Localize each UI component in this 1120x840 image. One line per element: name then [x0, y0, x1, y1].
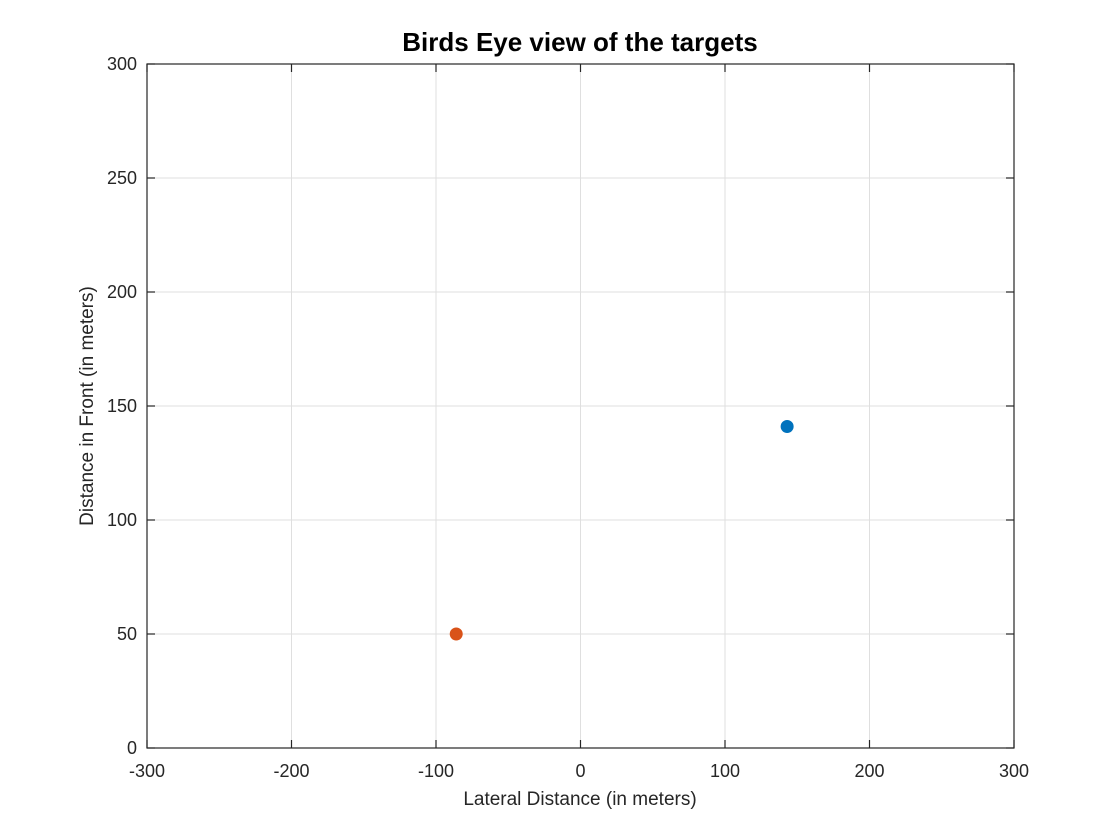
y-tick-label: 50 [117, 624, 137, 644]
data-points [449, 420, 794, 641]
x-axis-label: Lateral Distance (in meters) [463, 789, 696, 810]
x-tick-label: -300 [129, 761, 165, 781]
x-tick-label: 100 [710, 761, 740, 781]
axis-ticks: -300 -200 -100 0 100 200 300 0 50 100 150 200 250 300 [107, 54, 1029, 781]
x-tick-label: -200 [273, 761, 309, 781]
data-point [780, 420, 794, 434]
chart-title: Birds Eye view of the targets [402, 27, 757, 57]
x-tick-label: 300 [999, 761, 1029, 781]
x-tick-label: 0 [575, 761, 585, 781]
x-tick-label: -100 [418, 761, 454, 781]
y-tick-label: 200 [107, 282, 137, 302]
data-point [449, 627, 463, 641]
grid-lines [146, 63, 1015, 749]
y-tick-label: 300 [107, 54, 137, 74]
y-tick-label: 100 [107, 510, 137, 530]
x-tick-label: 200 [854, 761, 884, 781]
y-axis-label: Distance in Front (in meters) [77, 286, 98, 526]
y-tick-label: 0 [127, 738, 137, 758]
y-tick-label: 250 [107, 168, 137, 188]
y-tick-label: 150 [107, 396, 137, 416]
